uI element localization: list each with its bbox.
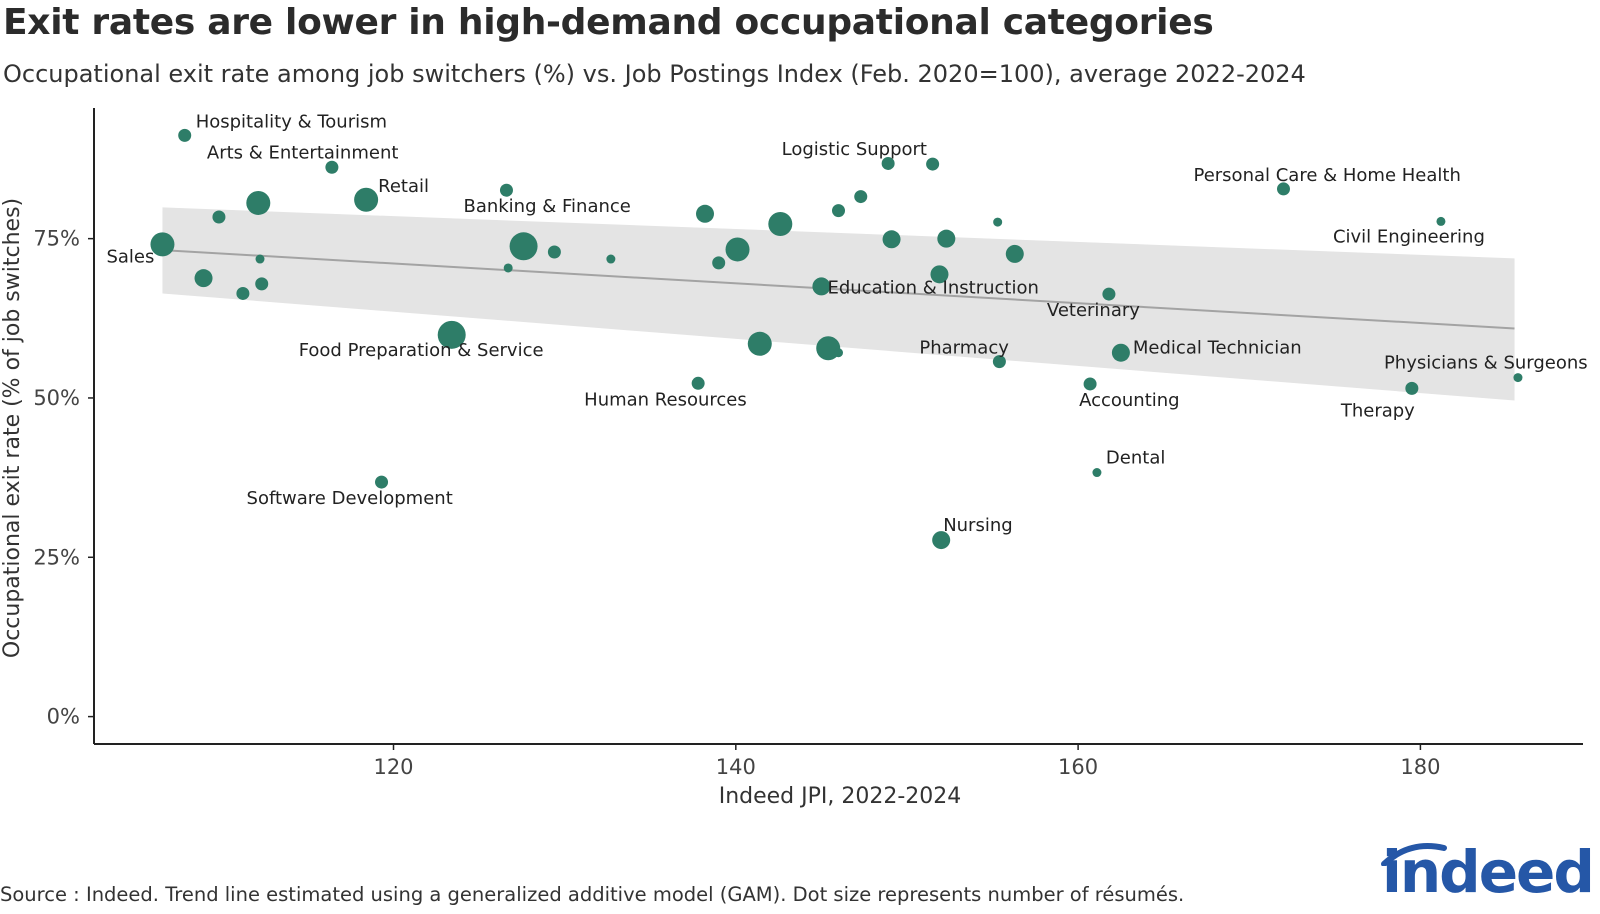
point-label: Physicians & Surgeons bbox=[1384, 353, 1588, 374]
y-tick-label: 75% bbox=[33, 227, 80, 251]
scatter-point bbox=[255, 277, 269, 291]
scatter-point bbox=[712, 256, 726, 270]
scatter-point bbox=[503, 263, 513, 273]
scatter-point bbox=[246, 190, 271, 215]
x-tick-label: 120 bbox=[373, 755, 413, 779]
point-label: Civil Engineering bbox=[1333, 226, 1485, 247]
confidence-band bbox=[162, 207, 1515, 401]
point-label: Retail bbox=[378, 176, 429, 197]
scatter-point bbox=[1092, 468, 1102, 478]
scatter-point bbox=[747, 331, 772, 356]
point-label: Education & Instruction bbox=[827, 277, 1038, 298]
scatter-point bbox=[437, 320, 466, 349]
x-axis-title: Indeed JPI, 2022-2024 bbox=[719, 784, 962, 809]
scatter-point bbox=[926, 157, 940, 171]
chart-title: Exit rates are lower in high-demand occu… bbox=[3, 2, 1214, 43]
scatter-point bbox=[1111, 343, 1130, 362]
scatter-point bbox=[1102, 287, 1116, 301]
scatter-point bbox=[236, 286, 250, 300]
scatter-point bbox=[212, 210, 226, 224]
scatter-point bbox=[930, 265, 949, 284]
scatter-point bbox=[881, 156, 895, 170]
scatter-point bbox=[509, 232, 538, 261]
scatter-point bbox=[255, 254, 265, 264]
x-tick-label: 160 bbox=[1058, 755, 1098, 779]
scatter-point bbox=[194, 269, 213, 288]
point-label: Food Preparation & Service bbox=[299, 340, 544, 361]
scatter-point bbox=[1083, 377, 1097, 391]
point-label: Medical Technician bbox=[1133, 338, 1302, 359]
point-label: Personal Care & Home Health bbox=[1193, 165, 1460, 186]
scatter-point bbox=[178, 128, 192, 142]
scatter-point bbox=[547, 245, 561, 259]
point-label: Hospitality & Tourism bbox=[196, 111, 387, 132]
scatter-point bbox=[691, 376, 705, 390]
scatter-point bbox=[725, 237, 750, 262]
y-tick-label: 25% bbox=[33, 545, 80, 569]
scatter-point bbox=[1513, 373, 1523, 383]
scatter-point bbox=[375, 475, 389, 489]
scatter-point bbox=[325, 160, 339, 174]
scatter-point bbox=[499, 183, 513, 197]
point-label: Arts & Entertainment bbox=[207, 142, 399, 163]
scatter-point bbox=[1005, 244, 1024, 263]
scatter-point bbox=[150, 232, 175, 257]
point-label: Pharmacy bbox=[919, 338, 1009, 359]
scatter-point bbox=[816, 336, 841, 361]
scatter-point bbox=[937, 229, 956, 248]
scatter-point bbox=[832, 204, 845, 218]
y-axis-title: Occupational exit rate (% of job switche… bbox=[0, 198, 25, 658]
point-label: Dental bbox=[1106, 448, 1165, 469]
scatter-point bbox=[1405, 381, 1419, 395]
scatter-point bbox=[812, 277, 831, 296]
point-label: Software Development bbox=[247, 488, 453, 509]
scatter-point bbox=[993, 217, 1003, 227]
x-tick-label: 180 bbox=[1400, 755, 1440, 779]
trend-line bbox=[162, 249, 1515, 330]
indeed-logo[interactable]: indeed bbox=[1382, 838, 1595, 906]
point-label: Therapy bbox=[1340, 400, 1415, 421]
scatter-point bbox=[854, 190, 868, 204]
scatter-point bbox=[768, 211, 793, 236]
x-tick-label: 140 bbox=[716, 755, 756, 779]
point-label: Logistic Support bbox=[782, 139, 927, 160]
scatter-point bbox=[606, 254, 616, 264]
scatter-point bbox=[1276, 182, 1290, 196]
scatter-point bbox=[1436, 216, 1446, 226]
source-caption: Source : Indeed. Trend line estimated us… bbox=[0, 883, 1185, 906]
scatter-point bbox=[834, 348, 843, 358]
scatter-point bbox=[696, 204, 715, 223]
y-tick-label: 50% bbox=[33, 386, 80, 410]
point-label: Accounting bbox=[1079, 390, 1180, 411]
chart-subtitle: Occupational exit rate among job switche… bbox=[3, 60, 1306, 88]
point-label: Human Resources bbox=[584, 389, 747, 410]
scatter-point bbox=[882, 230, 901, 249]
scatter-point bbox=[932, 531, 951, 550]
point-label: Veterinary bbox=[1047, 300, 1140, 321]
scatter-point bbox=[354, 187, 379, 212]
point-label: Banking & Finance bbox=[463, 196, 630, 217]
point-label: Sales bbox=[106, 246, 154, 267]
point-label: Nursing bbox=[943, 515, 1013, 536]
logo-arc-icon bbox=[1381, 843, 1447, 866]
scatter-point bbox=[992, 355, 1006, 369]
y-tick-label: 0% bbox=[47, 705, 80, 729]
